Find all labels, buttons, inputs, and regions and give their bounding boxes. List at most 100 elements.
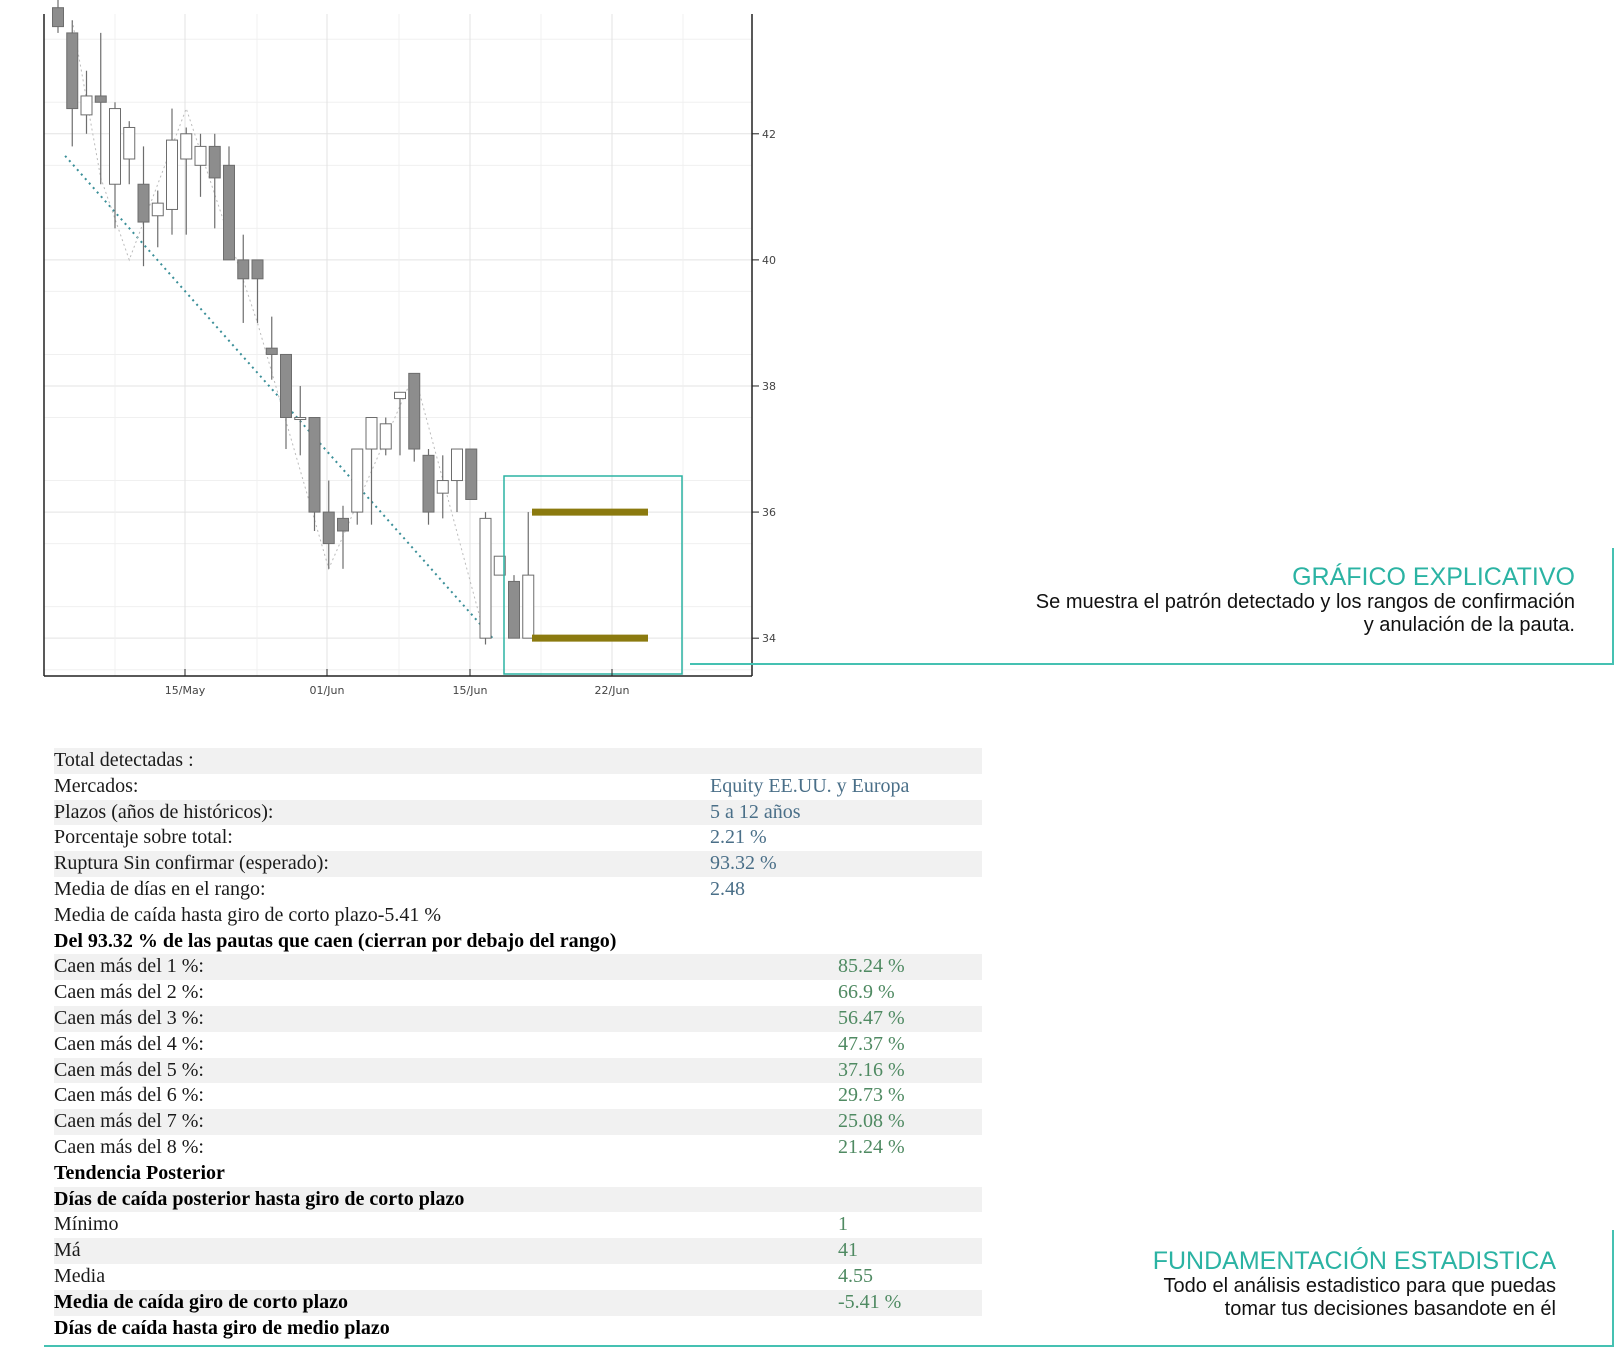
- candle-body: [394, 391, 406, 400]
- label-layer: 34 36 38 40 42 15/May 01/Jun 15/Jun 22/Jun: [165, 128, 776, 697]
- stats-row: Días de caída hasta giro de medio plazo: [54, 1316, 982, 1342]
- stats-row: Porcentaje sobre total: 2.21 %: [54, 825, 982, 851]
- stats-row-label: Ruptura Sin confirmar (esperado):: [54, 852, 329, 875]
- candle-body: [94, 95, 107, 103]
- stats-row: Caen más del 8 %: 21.24 %: [54, 1135, 982, 1161]
- stats-row-value: 2.48: [710, 877, 745, 900]
- stats-row-label: Porcentaje sobre total:: [54, 826, 233, 849]
- candle-body: [308, 417, 321, 513]
- candle-body: [508, 580, 520, 639]
- stats-row-label: Media de caída giro de corto plazo: [54, 1290, 349, 1313]
- trend-layer: [64, 20, 494, 639]
- chart-grid: [44, 14, 752, 676]
- stats-row: Mínimo 1: [54, 1212, 982, 1238]
- stats-row-label: Del 93.32 % de las pautas que caen (cier…: [54, 929, 617, 952]
- stats-row: Caen más del 3 %: 56.47 %: [54, 1005, 982, 1032]
- x-tick-label: 15/Jun: [453, 684, 488, 697]
- y-tick-label: 36: [762, 506, 776, 519]
- y-tick-label: 38: [762, 380, 776, 393]
- stats-annotation-connector: [44, 1345, 1614, 1347]
- stats-row-label: Caen más del 4 %:: [54, 1032, 204, 1055]
- candle-body: [123, 126, 136, 160]
- candle-layer: [52, 0, 535, 645]
- pattern-highlight-box: [503, 475, 683, 675]
- stats-row-value: 4.55: [838, 1264, 873, 1287]
- stats-row-label: Caen más del 6 %:: [54, 1084, 204, 1107]
- candle-body: [208, 145, 221, 179]
- candle-body: [465, 448, 478, 500]
- stats-row: Mercados: Equity EE.UU. y Europa: [54, 774, 982, 800]
- candle-body: [379, 423, 392, 450]
- stats-row: Caen más del 5 %: 37.16 %: [54, 1057, 982, 1084]
- stats-row: Caen más del 2 %: 66.9 %: [54, 980, 982, 1006]
- chart-axes: [43, 14, 753, 677]
- stats-row-value: 41: [838, 1239, 858, 1262]
- stats-annotation-line1: Todo el análisis estadistico para que pu…: [1163, 1275, 1556, 1297]
- stats-row: Caen más del 7 %: 25.08 %: [54, 1109, 982, 1135]
- stats-row-label: Caen más del 7 %:: [54, 1110, 204, 1133]
- candle-body: [322, 511, 335, 545]
- stats-row-label: Plazos (años de históricos):: [54, 800, 274, 823]
- stats-row: Media de caída giro de corto plazo -5.41 …: [54, 1289, 982, 1316]
- stats-row-value: 93.32 %: [710, 852, 777, 875]
- candle-body: [422, 454, 435, 513]
- stats-row-label: Caen más del 1 %:: [54, 955, 204, 978]
- candlestick-chart: 34 36 38 40 42 15/May 01/Jun 15/Jun 22/Jun: [43, 0, 776, 697]
- candle-body: [223, 164, 235, 261]
- zigzag-line: [71, 20, 486, 639]
- stats-row-value: Equity EE.UU. y Europa: [710, 774, 910, 797]
- stats-row-label: Días de caída hasta giro de medio plazo: [54, 1316, 390, 1339]
- candle-body: [166, 139, 178, 210]
- chart-annotation-bracket: [1612, 548, 1614, 665]
- stats-row-value: 66.9 %: [838, 981, 895, 1004]
- chart-annotation-line2: y anulación de la pauta.: [1363, 614, 1575, 636]
- stats-row-value: 5 a 12 años: [710, 800, 801, 823]
- stats-annotation-line2: tomar tus decisiones basandote en él: [1224, 1298, 1556, 1320]
- candle-body: [294, 417, 307, 421]
- candle-body: [365, 417, 378, 450]
- stats-annotation-bracket: [1612, 1230, 1614, 1347]
- stats-row-label: Caen más del 5 %:: [54, 1058, 204, 1081]
- stats-row: Total detectadas :: [54, 748, 982, 774]
- statistics-table: Total detectadas : Mercados: Equity EE.UU.…: [54, 748, 982, 1341]
- stats-row: Tendencia Posterior: [54, 1161, 982, 1187]
- candle-body: [493, 555, 506, 576]
- stats-row: Má 41: [54, 1238, 982, 1264]
- candle-body: [280, 353, 292, 419]
- stats-row-value: 85.24 %: [838, 955, 905, 978]
- candle-body: [436, 480, 449, 494]
- candle-body: [351, 448, 364, 513]
- stats-row-label: Media de caída hasta giro de corto plazo…: [54, 903, 442, 926]
- candle-body: [408, 372, 421, 450]
- stats-row-label: Media: [54, 1264, 106, 1287]
- stats-row-value: 2.21 %: [710, 826, 767, 849]
- candle-body: [151, 202, 164, 217]
- stats-row-value: 47.37 %: [838, 1032, 905, 1055]
- stats-row: Media 4.55: [54, 1264, 982, 1290]
- stats-row: Plazos (años de históricos): 5 a 12 años: [54, 799, 982, 826]
- stats-row-value: 1: [838, 1213, 848, 1236]
- chart-annotation: GRÁFICO EXPLICATIVO Se muestra el patrón…: [1036, 563, 1575, 637]
- candle-body: [180, 133, 193, 160]
- stats-row: Caen más del 6 %: 29.73 %: [54, 1083, 982, 1109]
- range-layer: [503, 475, 683, 675]
- stats-annotation-title: FUNDAMENTACIÓN ESTADISTICA: [1152, 1247, 1556, 1275]
- stats-row-value: -5.41 %: [838, 1290, 902, 1313]
- y-tick-label: 42: [762, 128, 776, 141]
- candle-body: [109, 108, 121, 185]
- stats-row: Del 93.32 % de las pautas que caen (cier…: [54, 929, 982, 955]
- stats-row-value: 56.47 %: [838, 1006, 905, 1029]
- stats-row: Ruptura Sin confirmar (esperado): 93.32 %: [54, 851, 982, 877]
- stats-annotation: FUNDAMENTACIÓN ESTADISTICA Todo el análi…: [1153, 1247, 1556, 1321]
- stats-row: Media de días en el rango: 2.48: [54, 877, 982, 903]
- chart-annotation-line1: Se muestra el patrón detectado y los ran…: [1035, 591, 1575, 613]
- stats-row-label: Caen más del 2 %:: [54, 981, 204, 1004]
- stats-row: Media de caída hasta giro de corto plazo…: [54, 903, 982, 929]
- candle-body: [451, 448, 463, 482]
- y-tick-label: 40: [762, 254, 776, 267]
- candle-body: [522, 574, 535, 639]
- y-tick-label: 34: [762, 632, 776, 645]
- candle-body: [52, 7, 64, 28]
- stats-row-label: Má: [54, 1239, 81, 1262]
- candle-body: [137, 183, 150, 223]
